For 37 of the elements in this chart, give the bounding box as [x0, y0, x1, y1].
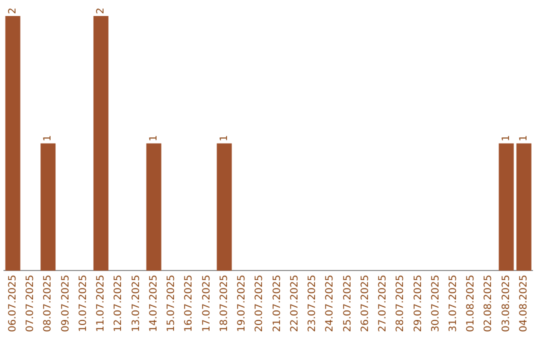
data-label: 2 — [96, 8, 107, 14]
data-label: 1 — [148, 134, 160, 142]
x-tick-label: 09.07.2025 — [60, 274, 72, 332]
x-tick-label: 10.07.2025 — [78, 274, 89, 332]
x-tick-label: 30.07.2025 — [430, 274, 442, 332]
x-tick-label: 29.07.2025 — [412, 274, 424, 332]
x-tick-label: 23.07.2025 — [307, 274, 318, 332]
x-tick-label: 18.07.2025 — [218, 274, 230, 332]
x-tick-label: 04.08.2025 — [518, 274, 530, 332]
data-label: 1 — [42, 134, 54, 142]
x-tick-label: 14.07.2025 — [148, 274, 160, 332]
x-tick-label: 03.08.2025 — [500, 274, 512, 332]
x-tick-label: 19.07.2025 — [236, 274, 248, 332]
data-label: 1 — [518, 134, 530, 142]
x-tick-label: 24.07.2025 — [324, 274, 336, 332]
x-tick-label: 21.07.2025 — [272, 274, 283, 332]
x-tick-label: 28.07.2025 — [395, 274, 406, 332]
x-tick-label: 12.07.2025 — [113, 274, 124, 332]
x-tick-label: 11.07.2025 — [96, 274, 107, 332]
data-label: 1 — [218, 134, 230, 142]
x-tick-label: 22.07.2025 — [289, 274, 300, 332]
x-tick-label: 06.07.2025 — [7, 274, 18, 332]
x-tick-label: 15.07.2025 — [166, 274, 178, 332]
x-tick-label: 25.07.2025 — [342, 274, 354, 332]
x-tick-label: 26.07.2025 — [360, 274, 371, 332]
x-tick-label: 20.07.2025 — [254, 274, 266, 332]
x-tick-label: 02.08.2025 — [483, 274, 494, 332]
x-tick-label: 13.07.2025 — [130, 274, 142, 332]
data-label: 2 — [7, 8, 18, 14]
x-tick-label: 07.07.2025 — [25, 274, 36, 332]
x-tick-label: 27.07.2025 — [378, 274, 389, 332]
data-label: 1 — [500, 134, 512, 142]
x-tick-label: 01.08.2025 — [466, 274, 477, 332]
x-tick-label: 17.07.2025 — [201, 274, 212, 332]
x-tick-label: 08.07.2025 — [42, 274, 54, 332]
x-tick-label: 16.07.2025 — [184, 274, 195, 332]
x-tick-label: 31.07.2025 — [448, 274, 459, 332]
